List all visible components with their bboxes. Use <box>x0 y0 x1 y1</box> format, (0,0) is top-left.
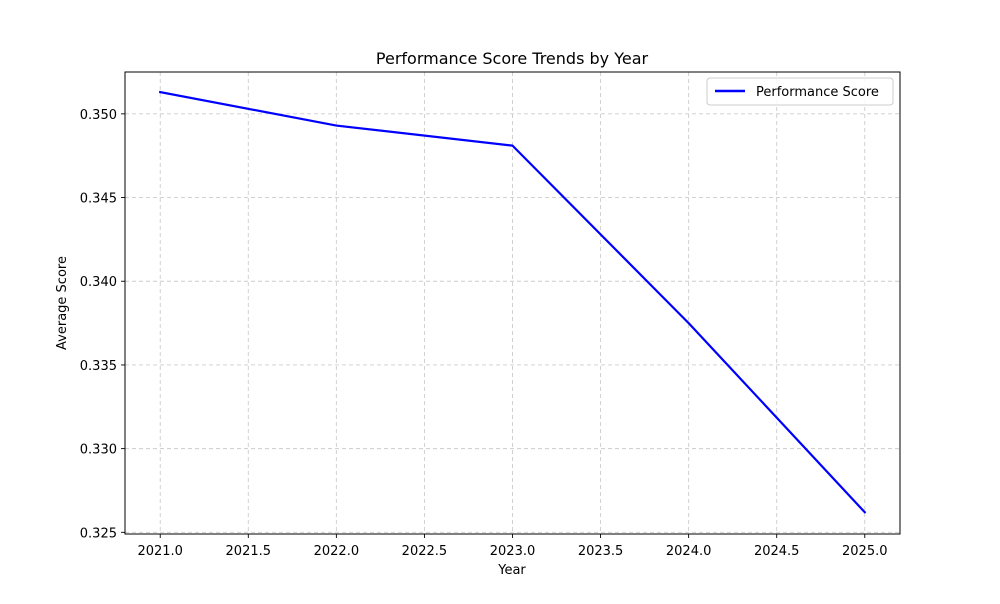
legend: Performance Score <box>706 77 894 106</box>
x-tick-label: 2024.5 <box>754 544 800 559</box>
x-axis-label: Year <box>497 563 526 578</box>
legend-label: Performance Score <box>756 85 879 100</box>
y-tick-label: 0.340 <box>80 275 117 290</box>
y-tick-label: 0.325 <box>80 526 117 541</box>
chart-title: Performance Score Trends by Year <box>376 49 649 68</box>
series-line-performance-score <box>158 90 867 514</box>
x-tick-label: 2022.0 <box>314 544 360 559</box>
x-tick-label: 2022.5 <box>402 544 448 559</box>
y-tick-label: 0.345 <box>80 192 117 207</box>
x-tick-label: 2023.5 <box>578 544 624 559</box>
grid <box>125 72 900 534</box>
x-tick-label: 2021.5 <box>226 544 272 559</box>
x-tick-label: 2025.0 <box>842 544 888 559</box>
x-axis: 2021.0 2021.5 2022.0 2022.5 2023.0 2023.5 2024… <box>137 534 888 559</box>
x-tick-label: 2023.0 <box>490 544 536 559</box>
y-tick-label: 0.350 <box>80 108 117 123</box>
y-axis-label: Average Score <box>55 256 70 350</box>
y-tick-label: 0.335 <box>80 359 117 374</box>
x-tick-label: 2024.0 <box>666 544 712 559</box>
x-tick-label: 2021.0 <box>137 544 183 559</box>
series-layer <box>158 90 867 514</box>
y-tick-label: 0.330 <box>80 443 117 458</box>
legend-box <box>706 77 894 106</box>
y-axis: 0.325 0.330 0.335 0.340 0.345 0.350 <box>80 108 125 541</box>
